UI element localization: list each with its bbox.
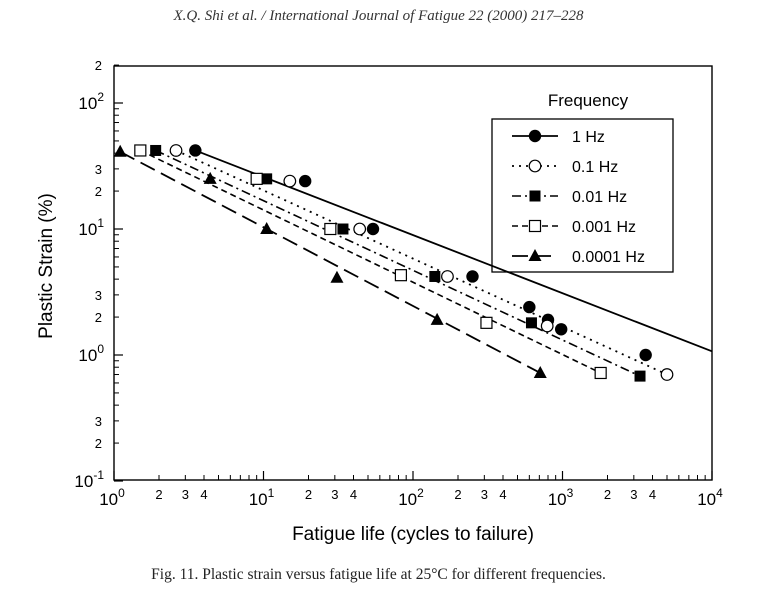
- y-minor-label: 2: [95, 184, 102, 199]
- y-tick-label: 101: [78, 216, 104, 239]
- data-point-series-5: [113, 144, 127, 157]
- legend-item: 0.1 Hz: [512, 159, 618, 176]
- x-minor-label: 4: [649, 487, 656, 502]
- x-tick-label: 101: [249, 486, 275, 509]
- y-tick-label: 10-1: [74, 468, 104, 491]
- legend-label: 1 Hz: [572, 129, 605, 146]
- x-minor-label: 4: [200, 487, 207, 502]
- legend: Frequency 1 Hz 0.1 Hz 0.01 Hz 0.001 Hz 0.000…: [491, 91, 674, 273]
- legend-marker: [528, 249, 542, 261]
- data-point-series-1: [554, 323, 568, 336]
- data-point-series-3: [525, 317, 537, 329]
- y-minor-label: 3: [95, 162, 102, 177]
- legend-item: 0.0001 Hz: [512, 249, 645, 266]
- x-tick-label: 102: [398, 486, 424, 509]
- data-point-series-4: [324, 222, 337, 236]
- y-minor-label: 3: [95, 288, 102, 303]
- data-point-series-4: [250, 172, 263, 185]
- series-markers: [113, 144, 674, 382]
- data-point-series-4: [134, 144, 147, 157]
- x-minor-label: 2: [454, 487, 461, 502]
- series-line-5: [119, 150, 541, 374]
- legend-title: Frequency: [548, 91, 629, 110]
- legend-marker: [528, 219, 542, 233]
- legend-item: 1 Hz: [512, 129, 605, 146]
- y-minor-label: 2: [95, 58, 102, 73]
- data-point-series-3: [634, 370, 646, 382]
- data-point-series-3: [261, 173, 273, 185]
- data-point-series-3: [150, 144, 162, 156]
- data-point-series-3: [429, 270, 441, 282]
- data-point-series-1: [639, 348, 652, 362]
- legend-item: 0.01 Hz: [512, 189, 627, 206]
- legend-marker: [529, 190, 541, 202]
- legend-label: 0.001 Hz: [572, 219, 636, 236]
- data-point-series-2: [441, 270, 454, 283]
- legend-label: 0.01 Hz: [572, 189, 627, 206]
- series-line-4: [139, 149, 602, 374]
- series-line-2: [175, 149, 668, 376]
- x-minor-label: 3: [331, 487, 338, 502]
- data-point-series-1: [466, 270, 479, 283]
- x-tick-label: 103: [548, 486, 574, 509]
- figure-caption: Fig. 11. Plastic strain versus fatigue l…: [151, 566, 606, 583]
- series-line-3: [155, 149, 641, 377]
- x-minor-label: 2: [604, 487, 611, 502]
- y-minor-label: 2: [95, 436, 102, 451]
- x-minor-label: 2: [155, 487, 162, 502]
- data-point-series-1: [523, 300, 536, 314]
- data-point-series-5: [203, 171, 217, 184]
- data-point-series-3: [337, 223, 349, 235]
- legend-item: 0.001 Hz: [512, 219, 636, 236]
- data-point-series-1: [298, 174, 312, 188]
- y-minor-label: 3: [95, 414, 102, 429]
- legend-label: 0.1 Hz: [572, 159, 618, 176]
- x-minor-label: 4: [350, 487, 357, 502]
- data-point-series-4: [594, 366, 607, 380]
- y-tick-label: 102: [78, 90, 104, 113]
- series-line-1: [195, 149, 712, 353]
- plot-frame: [113, 65, 713, 481]
- data-point-series-2: [660, 368, 674, 381]
- series-lines: [119, 149, 712, 377]
- data-point-series-2: [540, 319, 554, 333]
- legend-box: [491, 118, 674, 273]
- legend-marker: [528, 129, 542, 143]
- data-point-series-4: [394, 269, 408, 282]
- y-tick-label: 100: [78, 342, 104, 365]
- data-point-series-1: [189, 144, 202, 157]
- data-point-series-5: [533, 365, 547, 378]
- data-point-series-1: [366, 222, 380, 236]
- data-point-series-2: [169, 144, 183, 157]
- legend-marker: [528, 159, 542, 173]
- x-tick-label: 104: [697, 486, 723, 509]
- y-minor-label: 2: [95, 310, 102, 325]
- x-tick-label: 100: [99, 486, 125, 509]
- y-axis-label: Plastic Strain (%): [36, 193, 57, 339]
- x-minor-label: 4: [499, 487, 506, 502]
- legend-label: 0.0001 Hz: [572, 249, 645, 266]
- x-minor-label: 2: [305, 487, 312, 502]
- x-minor-label: 3: [481, 487, 488, 502]
- x-minor-label: 3: [182, 487, 189, 502]
- data-point-series-5: [430, 312, 444, 325]
- x-minor-label: 3: [630, 487, 637, 502]
- data-point-series-5: [260, 222, 274, 234]
- data-point-series-4: [480, 316, 493, 329]
- data-point-series-2: [353, 222, 367, 236]
- data-point-series-5: [330, 270, 344, 283]
- data-point-series-2: [283, 174, 297, 188]
- x-axis-label: Fatigue life (cycles to failure): [292, 524, 534, 545]
- running-header: X.Q. Shi et al. / International Journal …: [173, 8, 584, 24]
